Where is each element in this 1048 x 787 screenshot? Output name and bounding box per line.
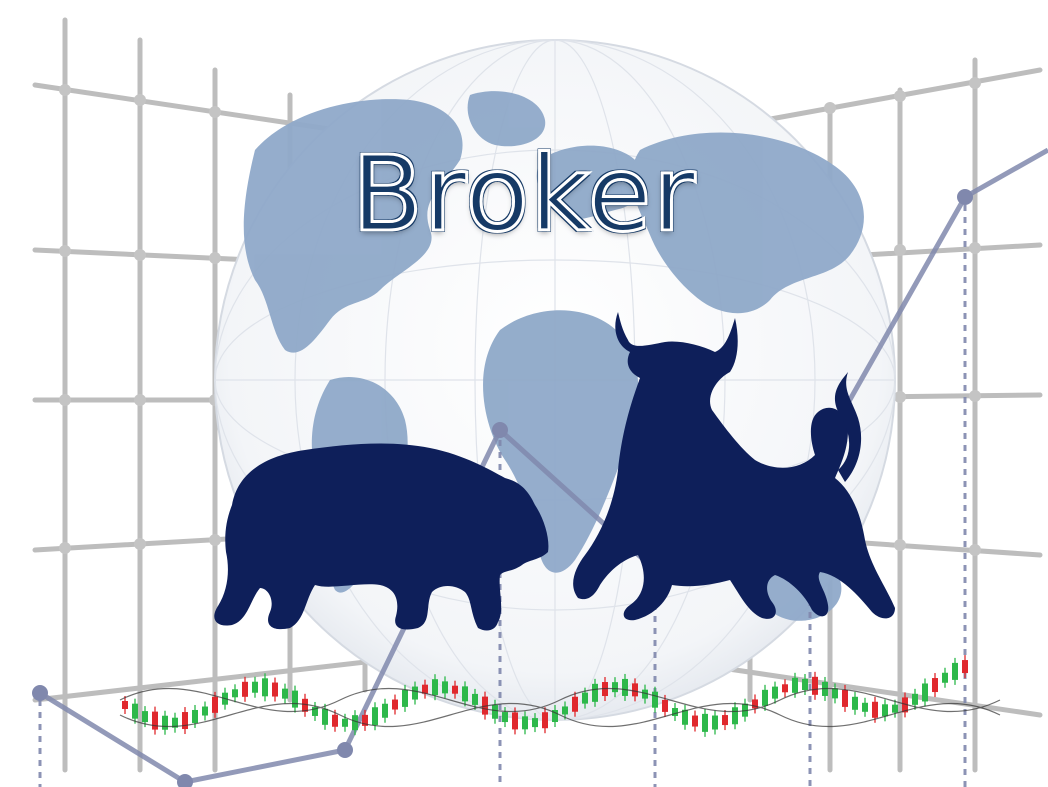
candle-body [542, 712, 548, 729]
grid-joints [59, 77, 981, 556]
candle-body [812, 676, 818, 695]
candle-body [362, 714, 368, 726]
candle-body [862, 702, 868, 712]
candle-body [962, 660, 968, 674]
candle-body [692, 715, 698, 727]
candle-body [492, 704, 498, 719]
candle-body [622, 678, 628, 696]
candle-body [702, 713, 708, 732]
candle-body [502, 712, 508, 723]
candle-body [462, 686, 468, 702]
candle-body [482, 696, 488, 715]
candle-body [652, 691, 658, 708]
candle-body [762, 689, 768, 706]
candle-body [842, 689, 848, 707]
candle-body [632, 683, 638, 697]
candle-body [752, 699, 758, 709]
candle-body [432, 679, 438, 696]
bull-silhouette [573, 312, 895, 621]
candle-body [142, 711, 148, 723]
candle-body [882, 704, 888, 717]
candle-body [952, 662, 958, 680]
candle-body [612, 682, 618, 693]
candle-body [802, 679, 808, 691]
candle-body [782, 684, 788, 693]
candle-body [252, 681, 258, 693]
candle-body [442, 681, 448, 694]
candle-body [682, 709, 688, 725]
candle-body [232, 689, 238, 698]
candle-body [872, 701, 878, 718]
candle-body [532, 718, 538, 728]
candle-body [772, 686, 778, 699]
candle-body [662, 699, 668, 712]
candle-body [562, 706, 568, 715]
candle-body [592, 683, 598, 702]
candle-body [902, 697, 908, 713]
candle-body [162, 715, 168, 730]
candle-body [672, 708, 678, 717]
candle-body [342, 718, 348, 727]
candle-body [422, 684, 428, 694]
candle-body [402, 689, 408, 707]
candle-body [712, 715, 718, 730]
candle-body [552, 710, 558, 723]
candle-body [122, 701, 128, 709]
candle-body [522, 716, 528, 730]
candle-body [892, 704, 898, 713]
world-globe [214, 39, 896, 721]
candle-body [202, 706, 208, 716]
candle-body [942, 672, 948, 683]
candle-body [322, 708, 328, 725]
candle-body [932, 678, 938, 693]
candle-body [172, 717, 178, 728]
candle-body [852, 696, 858, 710]
candle-body [292, 690, 298, 708]
candle-body [382, 703, 388, 718]
candle-body [832, 688, 838, 699]
wave-lines [119, 687, 1001, 728]
candle-body [722, 715, 728, 726]
candle-body [242, 681, 248, 697]
candle-body [212, 696, 218, 713]
candle-body [302, 698, 308, 712]
candle-body [332, 714, 338, 727]
candle-body [312, 706, 318, 716]
candle-body [912, 693, 918, 705]
candle-body [392, 699, 398, 710]
candle-body [262, 678, 268, 697]
candle-body [922, 683, 928, 702]
candle-body [572, 696, 578, 712]
candle-body [272, 682, 278, 697]
candle-body [192, 709, 198, 723]
candle-body [182, 712, 188, 730]
candle-body [352, 715, 358, 731]
candle-body [642, 689, 648, 699]
candle-body [732, 707, 738, 725]
candle-body [512, 712, 518, 730]
bear-silhouette [214, 443, 549, 631]
candle-body [472, 693, 478, 705]
candle-body [582, 692, 588, 704]
candle-body [412, 686, 418, 700]
candle-body [282, 688, 288, 699]
candle-body [132, 703, 138, 719]
candlestick-chart-decoration [122, 655, 968, 737]
candle-body [452, 685, 458, 694]
candle-body [792, 677, 798, 693]
candle-body [152, 711, 158, 730]
candle-body [372, 707, 378, 726]
